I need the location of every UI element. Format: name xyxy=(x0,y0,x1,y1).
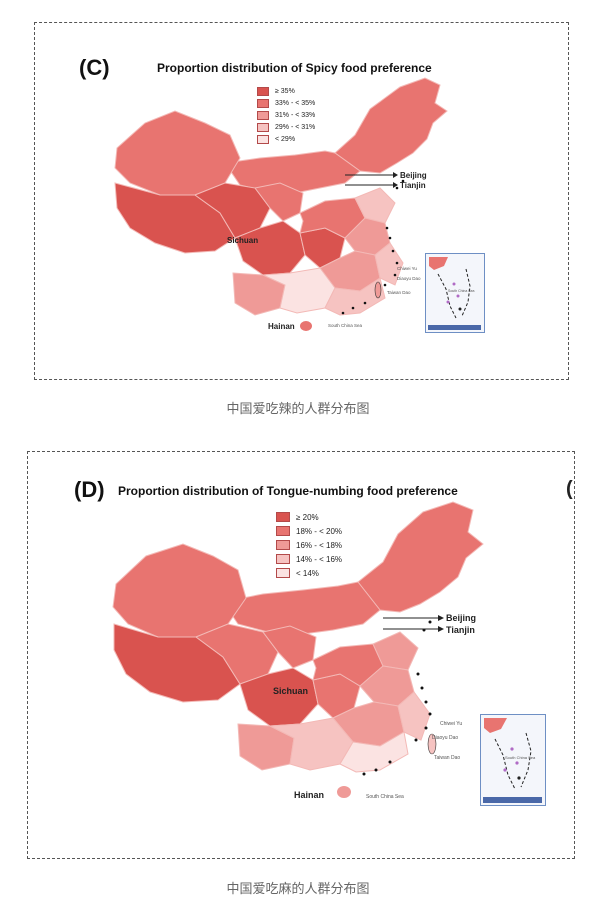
legend-swatch xyxy=(276,512,290,522)
china-map: Beijing Tianjin Sichuan Hainan South Chi… xyxy=(114,77,448,331)
legend-label: 33% - < 35% xyxy=(275,100,316,107)
map-figure-numbing: (D) Proportion distribution of Tongue-nu… xyxy=(27,451,575,859)
legend-item: 18% - < 20% xyxy=(276,526,342,536)
label-tianjin: Tianjin xyxy=(400,181,426,190)
legend-item: < 29% xyxy=(257,135,295,144)
map-figure-spicy: (C) Proportion distribution of Spicy foo… xyxy=(34,22,569,380)
label-chiwei-yu: Chiwei Yu xyxy=(397,266,417,271)
label-beijing: Beijing xyxy=(400,171,427,180)
panel-letter: (D) xyxy=(74,477,105,502)
label-hainan: Hainan xyxy=(268,322,295,331)
inset-map: South China Sea xyxy=(484,718,536,790)
label-chiwei-yu: Chiwei Yu xyxy=(440,721,462,727)
legend-label: ≥ 35% xyxy=(275,88,295,95)
legend-item: 14% - < 16% xyxy=(276,554,342,564)
legend-swatch xyxy=(257,111,269,120)
inset-boundary xyxy=(494,738,516,790)
region-qinghai xyxy=(193,182,271,239)
legend-swatch xyxy=(257,123,269,132)
legend-swatch xyxy=(276,540,290,550)
label-beijing: Beijing xyxy=(446,613,476,623)
inset-tag xyxy=(483,797,542,803)
region-east-north xyxy=(372,631,419,671)
legend-swatch xyxy=(257,99,269,108)
region-qinghai xyxy=(194,623,279,685)
legend-label: 31% - < 33% xyxy=(275,112,316,119)
legend-label: 18% - < 20% xyxy=(296,526,343,536)
label-south-china-sea: South China Sea xyxy=(328,323,363,328)
legend-label: 29% - < 31% xyxy=(275,124,316,131)
inset-map: South China Sea xyxy=(429,257,475,319)
region-east-north xyxy=(354,187,396,224)
caption-numbing: 中国爱吃麻的人群分布图 xyxy=(226,882,370,897)
beijing-arrowhead xyxy=(438,615,444,621)
inset-coast xyxy=(429,257,448,270)
inset-coast xyxy=(484,718,507,733)
legend-label: < 14% xyxy=(296,568,319,578)
label-sichuan: Sichuan xyxy=(227,236,258,245)
inset-sea-label: South China Sea xyxy=(505,755,536,760)
region-northeast xyxy=(357,501,484,613)
label-sichuan: Sichuan xyxy=(273,686,308,696)
legend-label: ≥ 20% xyxy=(296,512,319,522)
region-tibet xyxy=(113,623,241,703)
region-tibet xyxy=(114,182,236,254)
china-map: Beijing Tianjin Sichuan Hainan South Chi… xyxy=(112,501,484,800)
label-taiwan-dao: Taiwan Dao xyxy=(387,290,411,295)
label-taiwan-dao: Taiwan Dao xyxy=(434,755,460,761)
cropped-mark: ( xyxy=(566,478,573,500)
label-south-china-sea: South China Sea xyxy=(366,794,404,800)
region-hainan xyxy=(300,321,312,331)
legend-label: < 29% xyxy=(275,136,296,143)
beijing-arrowhead xyxy=(393,172,398,178)
region-taiwan xyxy=(374,281,382,299)
tianjin-arrowhead xyxy=(438,626,444,632)
label-hainan: Hainan xyxy=(294,790,324,800)
region-hainan xyxy=(337,786,351,798)
coastal-islands xyxy=(341,179,405,315)
legend-swatch xyxy=(276,526,290,536)
label-diaoyu-dao: Diaoyu Dao xyxy=(432,735,458,741)
legend-swatch xyxy=(257,135,269,144)
legend-label: 16% - < 18% xyxy=(296,540,343,550)
south-china-sea-inset: South China Sea xyxy=(425,253,485,333)
inset-boundary xyxy=(520,732,532,788)
inset-boundary xyxy=(461,268,471,317)
inset-boundary xyxy=(437,273,457,319)
region-xinjiang xyxy=(114,110,241,196)
map-title: Proportion distribution of Tongue-numbin… xyxy=(118,484,458,498)
label-tianjin: Tianjin xyxy=(446,625,475,635)
inset-tag xyxy=(428,325,481,330)
label-diaoyu-dao: Diaoyu Dao xyxy=(397,276,421,281)
legend-item: ≥ 35% xyxy=(257,87,295,96)
legend-item: ≥ 20% xyxy=(276,512,319,522)
legend-swatch xyxy=(276,568,290,578)
legend-item: 33% - < 35% xyxy=(257,99,315,108)
region-north xyxy=(222,581,381,635)
region-northeast xyxy=(334,77,448,174)
legend-swatch xyxy=(276,554,290,564)
south-china-sea-inset: South China Sea xyxy=(480,714,546,806)
tianjin-arrowhead xyxy=(393,182,398,188)
region-guangdong xyxy=(324,277,386,316)
legend-item: 29% - < 31% xyxy=(257,123,315,132)
caption-spicy: 中国爱吃辣的人群分布图 xyxy=(226,402,370,417)
legend-item: 31% - < 33% xyxy=(257,111,315,120)
legend-item: < 14% xyxy=(276,568,319,578)
map-title: Proportion distribution of Spicy food pr… xyxy=(157,61,432,75)
legend-item: 16% - < 18% xyxy=(276,540,342,550)
panel-letter: (C) xyxy=(79,55,110,80)
inset-sea-label: South China Sea xyxy=(448,289,475,293)
region-xinjiang xyxy=(112,543,247,638)
legend-swatch xyxy=(257,87,269,96)
region-taiwan xyxy=(427,733,437,755)
legend-label: 14% - < 16% xyxy=(296,554,343,564)
